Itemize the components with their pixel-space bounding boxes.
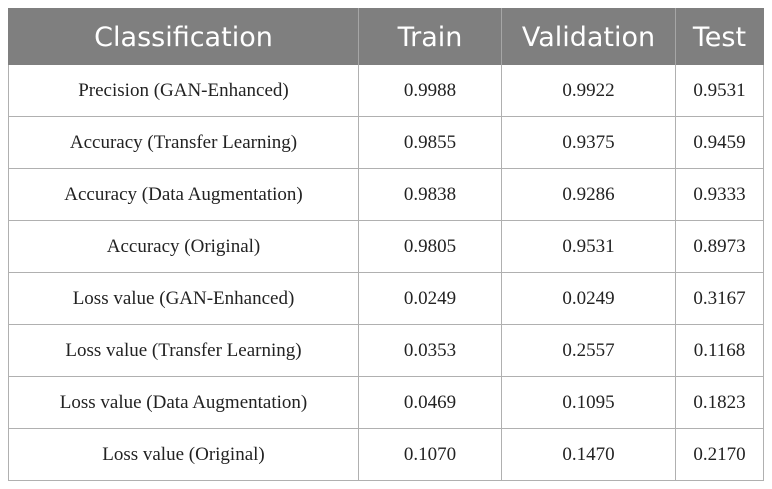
header-validation: Validation [501,8,676,65]
table-row: Accuracy (Transfer Learning) 0.9855 0.93… [8,116,764,169]
train-value: 0.9805 [358,220,502,273]
row-label: Loss value (Transfer Learning) [8,324,359,377]
validation-value: 0.9286 [501,168,676,221]
validation-value: 0.0249 [501,272,676,325]
test-value: 0.9531 [675,65,764,117]
test-value: 0.8973 [675,220,764,273]
row-label: Accuracy (Transfer Learning) [8,116,359,169]
test-value: 0.1823 [675,376,764,429]
row-label: Precision (GAN-Enhanced) [8,65,359,117]
test-value: 0.2170 [675,428,764,481]
validation-value: 0.9531 [501,220,676,273]
validation-value: 0.2557 [501,324,676,377]
validation-value: 0.1470 [501,428,676,481]
header-test: Test [675,8,764,65]
header-classification: Classification [8,8,359,65]
row-label: Accuracy (Original) [8,220,359,273]
row-label: Accuracy (Data Augmentation) [8,168,359,221]
validation-value: 0.1095 [501,376,676,429]
test-value: 0.3167 [675,272,764,325]
train-value: 0.0353 [358,324,502,377]
validation-value: 0.9375 [501,116,676,169]
train-value: 0.9838 [358,168,502,221]
train-value: 0.9988 [358,65,502,117]
table-row: Loss value (Transfer Learning) 0.0353 0.… [8,324,764,377]
table-row: Loss value (GAN-Enhanced) 0.0249 0.0249 … [8,272,764,325]
test-value: 0.9459 [675,116,764,169]
train-value: 0.1070 [358,428,502,481]
header-row: Classification Train Validation Test [8,8,764,65]
test-value: 0.9333 [675,168,764,221]
test-value: 0.1168 [675,324,764,377]
table-row: Loss value (Data Augmentation) 0.0469 0.… [8,376,764,429]
row-label: Loss value (GAN-Enhanced) [8,272,359,325]
train-value: 0.0249 [358,272,502,325]
results-table: Classification Train Validation Test Pre… [8,8,764,481]
table-row: Precision (GAN-Enhanced) 0.9988 0.9922 0… [8,65,764,117]
table-row: Accuracy (Data Augmentation) 0.9838 0.92… [8,168,764,221]
table-row: Loss value (Original) 0.1070 0.1470 0.21… [8,428,764,481]
train-value: 0.9855 [358,116,502,169]
train-value: 0.0469 [358,376,502,429]
validation-value: 0.9922 [501,65,676,117]
row-label: Loss value (Original) [8,428,359,481]
row-label: Loss value (Data Augmentation) [8,376,359,429]
table-row: Accuracy (Original) 0.9805 0.9531 0.8973 [8,220,764,273]
header-train: Train [358,8,502,65]
